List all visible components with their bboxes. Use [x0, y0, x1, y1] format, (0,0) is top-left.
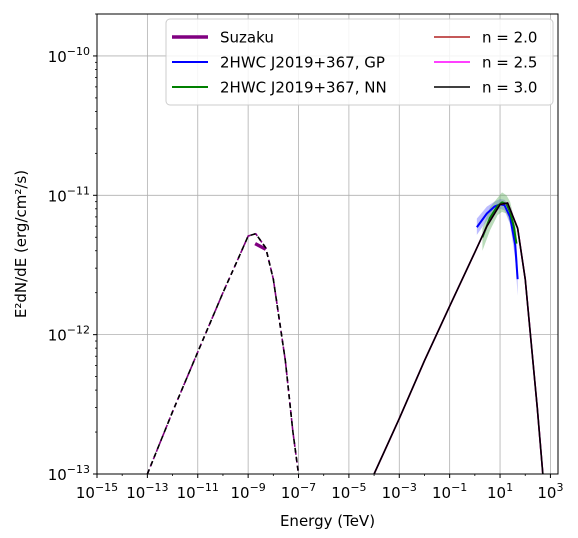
series-line-7: [146, 232, 300, 474]
legend-label-3: n = 2.0: [482, 29, 537, 47]
y-tick-label: 10−10: [48, 45, 90, 66]
y-axis-label: E²dN/dE (erg/cm²/s): [12, 170, 30, 318]
y-tick-label: 10−11: [48, 184, 90, 205]
x-tick-label: 10−11: [177, 481, 219, 502]
legend-label-1: 2HWC J2019+367, GP: [220, 54, 385, 72]
legend-label-4: n = 2.5: [482, 54, 537, 72]
x-tick-label: 10−3: [382, 481, 417, 502]
plot-lines: [146, 201, 544, 474]
x-tick-label: 10−13: [126, 481, 168, 502]
series-line-5: [373, 202, 544, 474]
x-tick-label: 10−7: [281, 481, 316, 502]
x-tick-label: 10−5: [331, 481, 366, 502]
axis-ticks: 10−15 10−13 10−11 10−9 10−7 10−5 10−3 10−1 101 10…: [48, 13, 563, 502]
x-tick-label: 101: [487, 481, 513, 502]
x-tick-label: 10−15: [76, 481, 118, 502]
legend: Suzaku 2HWC J2019+367, GP 2HWC J2019+367, …: [165, 18, 554, 106]
y-tick-label: 10−12: [48, 324, 90, 345]
x-tick-label: 103: [537, 481, 563, 502]
x-tick-label: 10−9: [230, 481, 265, 502]
y-tick-label: 10−13: [48, 463, 90, 484]
legend-label-5: n = 3.0: [482, 79, 537, 97]
legend-box: [165, 18, 554, 106]
x-axis-label: Energy (TeV): [280, 512, 375, 530]
plot-frame: [96, 13, 559, 475]
legend-label-2: 2HWC J2019+367, NN: [220, 79, 387, 97]
x-tick-label: 10−1: [432, 481, 467, 502]
series-line-0: [254, 242, 267, 251]
legend-label-0: Suzaku: [220, 29, 274, 47]
